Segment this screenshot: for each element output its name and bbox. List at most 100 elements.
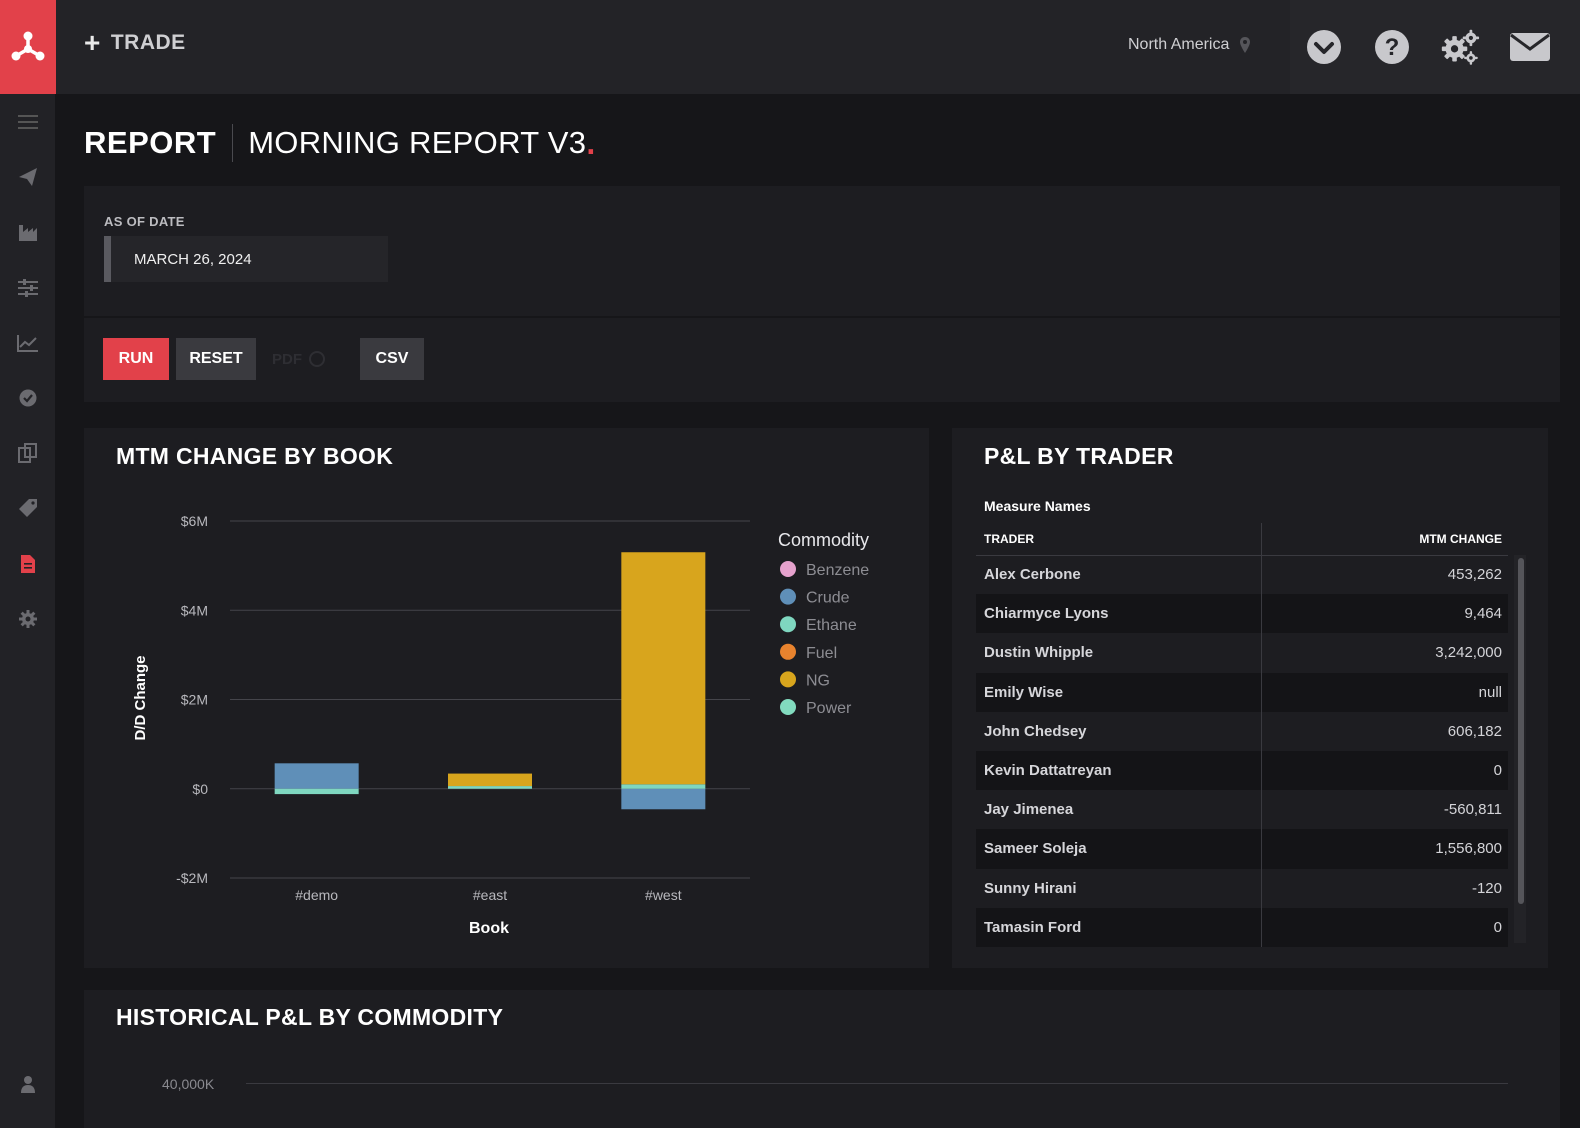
trader-name-cell: Dustin Whipple (976, 633, 1262, 673)
title-divider (232, 124, 234, 162)
report-name: MORNING REPORT V3 (248, 125, 587, 160)
page-header: REPORT MORNING REPORT V3 . (84, 124, 595, 162)
y-tick-label: $0 (192, 781, 208, 797)
x-tick-label: #east (473, 887, 507, 903)
trader-name-cell: Sameer Soleja (976, 829, 1262, 869)
y-tick-label: $2M (181, 692, 208, 708)
trader-name-cell: Alex Cerbone (976, 555, 1262, 595)
legend-swatch-crude (780, 588, 796, 605)
menu-icon[interactable] (16, 110, 40, 134)
legend-swatch-power (780, 699, 796, 715)
table-row[interactable]: Sameer Soleja 1,556,800 (976, 829, 1508, 869)
table-row[interactable]: Alex Cerbone 453,262 (976, 555, 1508, 595)
bar-ng-west (621, 552, 706, 785)
region-selector[interactable]: North America (1128, 36, 1251, 54)
trader-name-cell: Chiarmyce Lyons (976, 594, 1262, 634)
pl-by-trader-panel: P&L BY TRADER Measure Names TRADER MTM C… (952, 428, 1548, 968)
as-of-date-label: AS OF DATE (104, 214, 185, 229)
mtm-change-panel: MTM CHANGE BY BOOK $6M $4M $2M $0 -$2M #demo #… (84, 428, 929, 968)
factory-icon[interactable] (16, 220, 40, 244)
svg-text:?: ? (1385, 34, 1400, 61)
gears-icon[interactable] (1440, 27, 1480, 67)
y-axis-title: D/D Change (132, 655, 149, 740)
legend-title: Commodity (778, 530, 869, 550)
help-icon[interactable]: ? (1372, 27, 1412, 67)
filter-panel: AS OF DATE MARCH 26, 2024 (84, 186, 1560, 316)
table-scrollbar[interactable] (1518, 558, 1524, 904)
report-icon[interactable] (16, 552, 40, 576)
pdf-label: PDF (272, 350, 302, 368)
mtm-change-cell: 9,464 (1261, 594, 1508, 634)
mtm-change-cell: -120 (1471, 879, 1502, 897)
table-row[interactable]: Sunny Hirani -120 (976, 868, 1508, 908)
mtm-change-cell: 606,182 (1447, 722, 1502, 740)
chevron-down-circle-icon[interactable] (1304, 27, 1344, 67)
top-right-toolbar: ? (1290, 0, 1580, 94)
documents-icon[interactable] (16, 441, 40, 465)
table-header-row: TRADER MTM CHANGE (976, 523, 1508, 556)
table-row[interactable]: Dustin Whipple 3,242,000 (976, 633, 1508, 673)
trader-name-cell: Kevin Dattatreyan (976, 750, 1262, 791)
historical-panel-title: HISTORICAL P&L BY COMMODITY (116, 1004, 504, 1030)
pdf-button[interactable]: PDF (272, 338, 342, 380)
legend-label-fuel: Fuel (806, 645, 837, 662)
user-icon[interactable] (16, 1072, 40, 1096)
new-trade-button[interactable]: + TRADE (84, 27, 186, 58)
settings-icon[interactable] (16, 607, 40, 631)
mtm-change-cell: 3,242,000 (1435, 644, 1502, 662)
mtm-chart: $6M $4M $2M $0 -$2M #demo #east #west Book D/D Ch… (132, 513, 869, 937)
legend-swatch-benzene (780, 561, 796, 577)
page-title: REPORT (84, 125, 217, 160)
mail-icon[interactable] (1508, 27, 1552, 67)
title-accent-dot: . (586, 124, 596, 161)
logo-icon (11, 31, 45, 61)
bar-ng-east (448, 773, 532, 787)
table-row[interactable]: Chiarmyce Lyons 9,464 (976, 594, 1508, 634)
bar-ethane-demo (274, 788, 359, 795)
app-logo[interactable] (0, 0, 56, 94)
trader-name-cell: Tamasin Ford (976, 907, 1262, 947)
measure-names-label: Measure Names (984, 498, 1091, 514)
mtm-change-cell: 453,262 (1447, 566, 1502, 584)
trader-table: TRADER MTM CHANGE Alex Cerbone 453,262 Chi… (976, 523, 1508, 947)
reset-button[interactable]: RESET (176, 338, 256, 380)
paper-plane-icon[interactable] (16, 165, 40, 189)
table-row[interactable]: Kevin Dattatreyan 0 (976, 750, 1508, 791)
historical-y-tick: 40,000K (162, 1076, 215, 1092)
top-bar: + TRADE North America ? (0, 0, 1580, 94)
run-button[interactable]: RUN (103, 338, 169, 380)
legend-label-crude: Crude (806, 590, 850, 607)
loading-spinner-icon (309, 351, 325, 367)
table-row[interactable]: Emily Wise null (976, 672, 1508, 712)
y-tick-label: $6M (181, 513, 208, 529)
x-axis-title: Book (469, 920, 509, 937)
bar-crude-demo (274, 763, 359, 789)
legend-label-ng: NG (806, 672, 830, 689)
tag-icon[interactable] (16, 496, 40, 520)
line-chart-icon[interactable] (16, 331, 40, 355)
bar-ethane-west (621, 784, 706, 789)
trader-column-header[interactable]: TRADER (976, 523, 1262, 556)
map-pin-icon (1240, 37, 1251, 53)
trader-name-cell: Jay Jimenea (976, 790, 1262, 830)
legend-swatch-fuel (780, 643, 796, 660)
mtm-change-cell: -560,811 (1443, 801, 1502, 819)
sidebar (0, 94, 55, 1128)
new-trade-label: TRADE (110, 31, 186, 54)
table-row[interactable]: Tamasin Ford 0 (976, 907, 1508, 947)
as-of-date-field[interactable]: MARCH 26, 2024 (104, 236, 388, 282)
pl-panel-title: P&L BY TRADER (984, 443, 1174, 469)
mtm-change-cell: 1,556,800 (1261, 829, 1508, 869)
mtm-change-cell: 0 (1261, 907, 1508, 947)
table-row[interactable]: John Chedsey 606,182 (976, 711, 1508, 751)
trader-name-cell: John Chedsey (976, 711, 1262, 751)
y-tick-label: -$2M (176, 870, 208, 886)
sliders-icon[interactable] (16, 276, 40, 300)
plus-icon: + (84, 27, 101, 58)
csv-button[interactable]: CSV (360, 338, 424, 380)
table-row[interactable]: Jay Jimenea -560,811 (976, 790, 1508, 830)
mtm-change-column-header[interactable]: MTM CHANGE (1261, 523, 1508, 556)
x-tick-label: #demo (295, 887, 338, 903)
historical-gridline (246, 1083, 1508, 1084)
check-circle-icon[interactable] (16, 386, 40, 410)
